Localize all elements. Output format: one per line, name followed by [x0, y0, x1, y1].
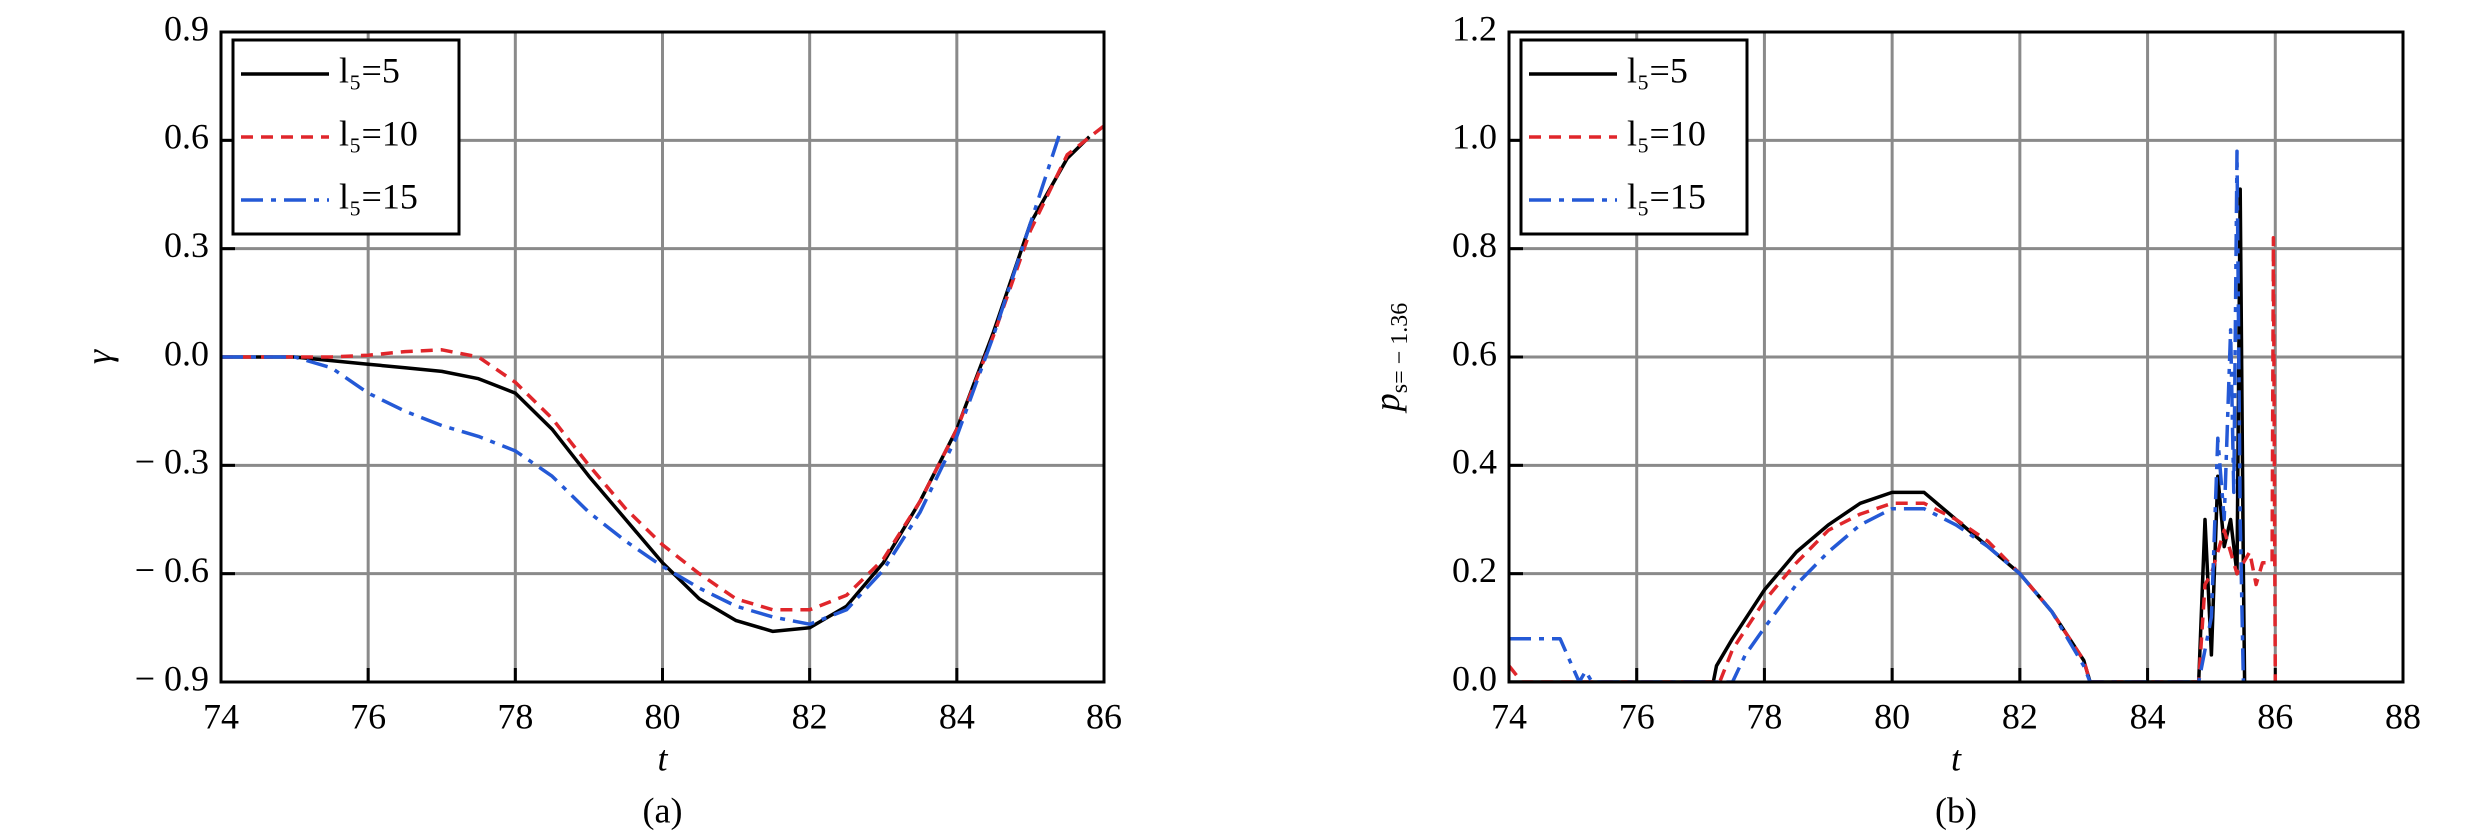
y-axis-label-main: p [1367, 393, 1407, 414]
x-tick-label: 76 [1619, 696, 1655, 736]
legend-label: l₅=10 [339, 113, 418, 153]
plot-area [221, 124, 1104, 634]
y-tick-label: 0.4 [1452, 442, 1497, 482]
x-axis-label: t [1951, 738, 1962, 778]
caption: (a) [643, 790, 683, 830]
x-tick-label: 78 [1746, 696, 1782, 736]
x-tick-label: 78 [497, 696, 533, 736]
y-axis-label-sub: s= − 1.36 [1387, 303, 1413, 393]
series-line [1509, 187, 2247, 682]
x-tick-label: 86 [2257, 696, 2293, 736]
x-tick-label: 76 [350, 696, 386, 736]
x-tick-label: 86 [1086, 696, 1122, 736]
y-tick-label: 0.2 [1452, 550, 1497, 590]
y-tick-label: 1.2 [1452, 8, 1497, 48]
y-tick-label: 0.8 [1452, 225, 1497, 265]
legend-label: l₅=10 [1627, 113, 1706, 153]
y-tick-label: 0.9 [164, 8, 209, 48]
legend-label: l₅=15 [1627, 176, 1706, 216]
y-tick-label: 0.0 [1452, 658, 1497, 698]
x-tick-label: 82 [2002, 696, 2038, 736]
y-axis-label: ps= − 1.36 [1367, 303, 1412, 414]
caption: (b) [1935, 790, 1977, 830]
x-tick-label: 84 [939, 696, 975, 736]
x-tick-label: 88 [2385, 696, 2421, 736]
y-tick-label: 1.0 [1452, 117, 1497, 157]
y-tick-label: 0.6 [1452, 333, 1497, 373]
y-tick-label: − 0.9 [135, 658, 209, 698]
plot-area [1509, 149, 2278, 682]
legend-label: l₅=5 [1627, 50, 1688, 90]
series-line [1509, 236, 2278, 682]
y-axis-label-main: γ [79, 349, 119, 364]
x-tick-label: 74 [1491, 696, 1527, 736]
x-tick-label: 80 [1874, 696, 1910, 736]
y-tick-label: 0.0 [164, 333, 209, 373]
series-line [1509, 149, 2246, 682]
series-line [221, 132, 1062, 626]
y-tick-label: 0.6 [164, 117, 209, 157]
legend-label: l₅=5 [339, 50, 400, 90]
x-tick-label: 82 [792, 696, 828, 736]
x-axis-label: t [657, 738, 668, 778]
series-line [221, 124, 1104, 612]
x-tick-label: 74 [203, 696, 239, 736]
plot-frame [1507, 30, 2405, 684]
y-tick-label: − 0.6 [135, 550, 209, 590]
y-tick-label: − 0.3 [135, 442, 209, 482]
legend-label: l₅=15 [339, 176, 418, 216]
plot-frame [219, 30, 1106, 684]
y-tick-label: 0.3 [164, 225, 209, 265]
y-axis-label: γ [79, 349, 119, 364]
x-tick-label: 80 [645, 696, 681, 736]
x-tick-label: 84 [2130, 696, 2166, 736]
